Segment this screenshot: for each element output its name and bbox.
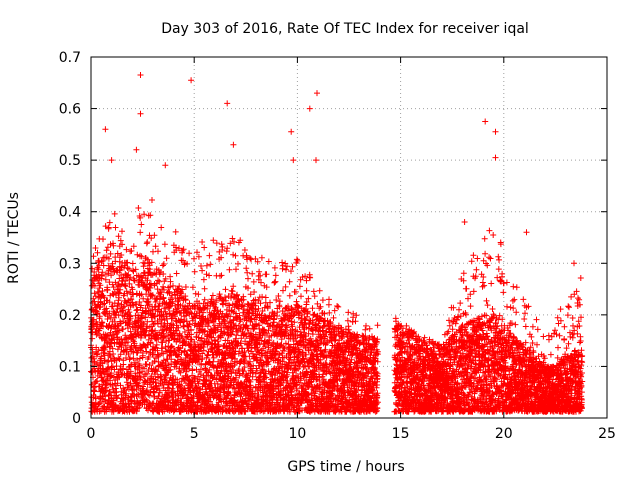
y-tick-label: 0.1 [59,359,81,375]
chart-title: Day 303 of 2016, Rate Of TEC Index for r… [161,21,529,37]
x-tick-label: 5 [190,426,199,442]
x-tick-label: 15 [392,426,410,442]
axis-ticks: 0 5 10 15 20 25 0 0.1 0.2 0.3 0.4 0.5 0.6 0.7 [59,50,616,442]
y-tick-label: 0 [72,411,81,427]
y-tick-label: 0.6 [59,102,81,118]
y-tick-label: 0.4 [59,205,81,221]
y-tick-label: 0.3 [59,256,81,272]
x-tick-label: 20 [495,426,513,442]
x-axis-label: GPS time / hours [287,459,404,475]
x-tick-label: 0 [87,426,96,442]
roti-series-markers [88,72,586,415]
x-tick-label: 10 [288,426,306,442]
y-axis-label: ROTI / TECUs [6,192,22,284]
x-tick-label: 25 [598,426,616,442]
y-tick-label: 0.5 [59,153,81,169]
plot-frame [90,56,608,419]
y-tick-label: 0.7 [59,50,81,66]
data-points [88,72,586,415]
y-tick-label: 0.2 [59,308,81,324]
